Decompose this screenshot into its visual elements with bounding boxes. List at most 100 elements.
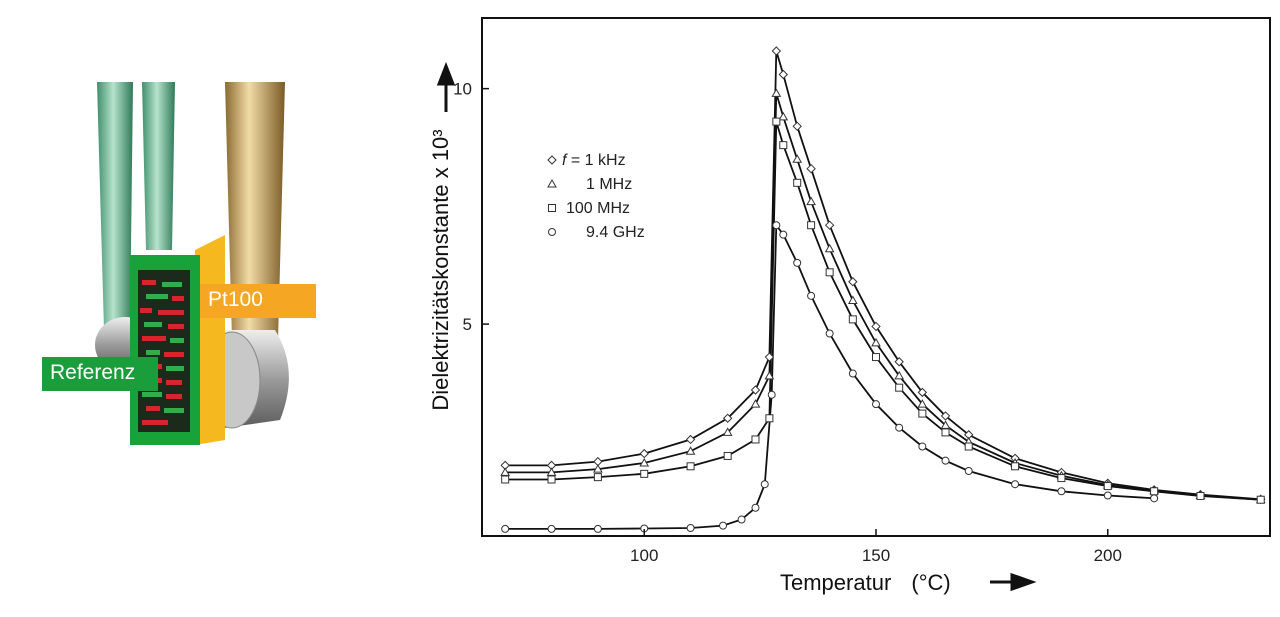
data-point-diamond [792,121,802,132]
data-point-square [501,475,510,484]
x-tick-label: 150 [862,546,890,565]
data-point-diamond [764,352,775,362]
x-tick-label: 100 [630,546,658,565]
data-point-triangle [764,370,775,380]
data-point-diamond [722,413,733,423]
data-point-circle [807,291,816,300]
data-point-diamond [871,321,881,332]
data-point-square [772,117,781,126]
data-point-circle [686,523,695,532]
x-axis-title: Temperatur (°C) [780,570,951,595]
data-point-square [723,451,732,460]
pt100-label: Pt100 [200,284,316,318]
data-point-square [593,473,602,482]
data-point-triangle [593,464,603,473]
data-point-square [1011,462,1020,471]
data-point-circle [719,521,728,530]
data-point-circle [848,369,857,378]
data-point-triangle [639,458,650,467]
data-point-circle [1103,491,1112,500]
data-point-circle [760,480,769,489]
data-point-square [872,353,880,362]
data-point-triangle [546,467,557,476]
data-point-triangle [847,295,858,305]
y-axis-title: Dielektrizitätskonstante x 10³ [428,129,453,410]
data-point-diamond [894,357,904,367]
y-arrow-icon [436,61,456,112]
data-point-triangle [824,243,835,253]
data-point-circle [1150,494,1159,503]
data-point-triangle [500,467,511,476]
data-point-triangle [778,111,789,121]
data-point-circle [772,221,781,230]
legend-marker-triangle [547,178,557,188]
data-point-circle [593,524,602,533]
legend-marker-square [548,204,556,212]
x-tick-label: 200 [1094,546,1122,565]
markers [500,46,1266,533]
data-point-diamond [940,411,951,421]
x-arrow-icon [990,572,1037,592]
data-point-square [895,383,904,392]
y-axis-ticks: 5 10 [453,80,489,334]
data-point-square [1057,474,1066,483]
data-point-circle [918,442,927,451]
data-point-diamond [639,448,649,459]
data-point-circle [872,400,880,409]
data-point-circle [501,524,510,533]
data-point-circle [1057,487,1066,496]
data-point-square [1150,487,1159,496]
data-point-square [848,315,857,324]
data-point-circle [547,524,556,533]
wire-green-2 [142,82,175,250]
data-point-circle [793,258,802,267]
data-point-circle [779,230,788,239]
data-point-triangle [792,154,803,163]
data-point-diamond [778,69,789,80]
data-point-diamond [806,163,816,174]
legend-marker-circle [548,228,556,236]
plot-frame [481,17,1271,537]
x-axis-title-text: Temperatur [780,570,891,595]
y-tick-label: 5 [463,315,472,334]
data-point-circle [964,467,973,476]
data-point-circle [895,423,904,432]
data-point-triangle [894,370,905,380]
legend-entry: 1 MHz [586,176,632,193]
data-point-circle [767,390,776,399]
data-point-diamond [750,385,761,395]
legend-entry: 9.4 GHz [586,224,645,241]
data-point-square [751,435,760,444]
x-axis-ticks: 100 150 200 [630,529,1122,565]
legend-entry: 100 MHz [566,200,630,217]
data-point-triangle [685,446,696,455]
y-tick-label: 10 [453,80,472,99]
data-point-triangle [917,399,928,408]
wire-gold [225,82,285,340]
data-point-diamond [824,220,835,230]
series-line-diamond [505,50,1261,501]
data-point-diamond [685,434,696,445]
dielectric-chart: 100 150 200 5 10 f = 1 kHz 1 MHz 100 MHz 9.4 G… [420,0,1280,612]
curves [505,50,1261,530]
sensor-illustration: Pt100 Referenz [0,0,420,612]
referenz-label: Referenz [42,357,158,391]
data-point-triangle [722,427,733,436]
data-point-circle [1011,480,1020,489]
data-point-triangle [940,420,951,429]
data-point-square [686,462,695,471]
sensor-drawing [95,82,289,445]
data-point-square [1256,495,1265,504]
data-point-square [825,268,834,277]
data-point-diamond [771,46,782,56]
data-point-circle [737,515,746,524]
legend-marker-diamond [547,155,557,165]
data-point-triangle [871,337,881,347]
data-point-diamond [848,277,858,287]
data-point-square [918,409,927,418]
data-point-square [941,428,950,437]
data-point-square [807,221,816,230]
chart-svg: 100 150 200 5 10 f = 1 kHz 1 MHz 100 MHz 9.4 G… [428,17,1271,595]
data-point-triangle [750,399,761,408]
data-point-circle [825,329,834,338]
